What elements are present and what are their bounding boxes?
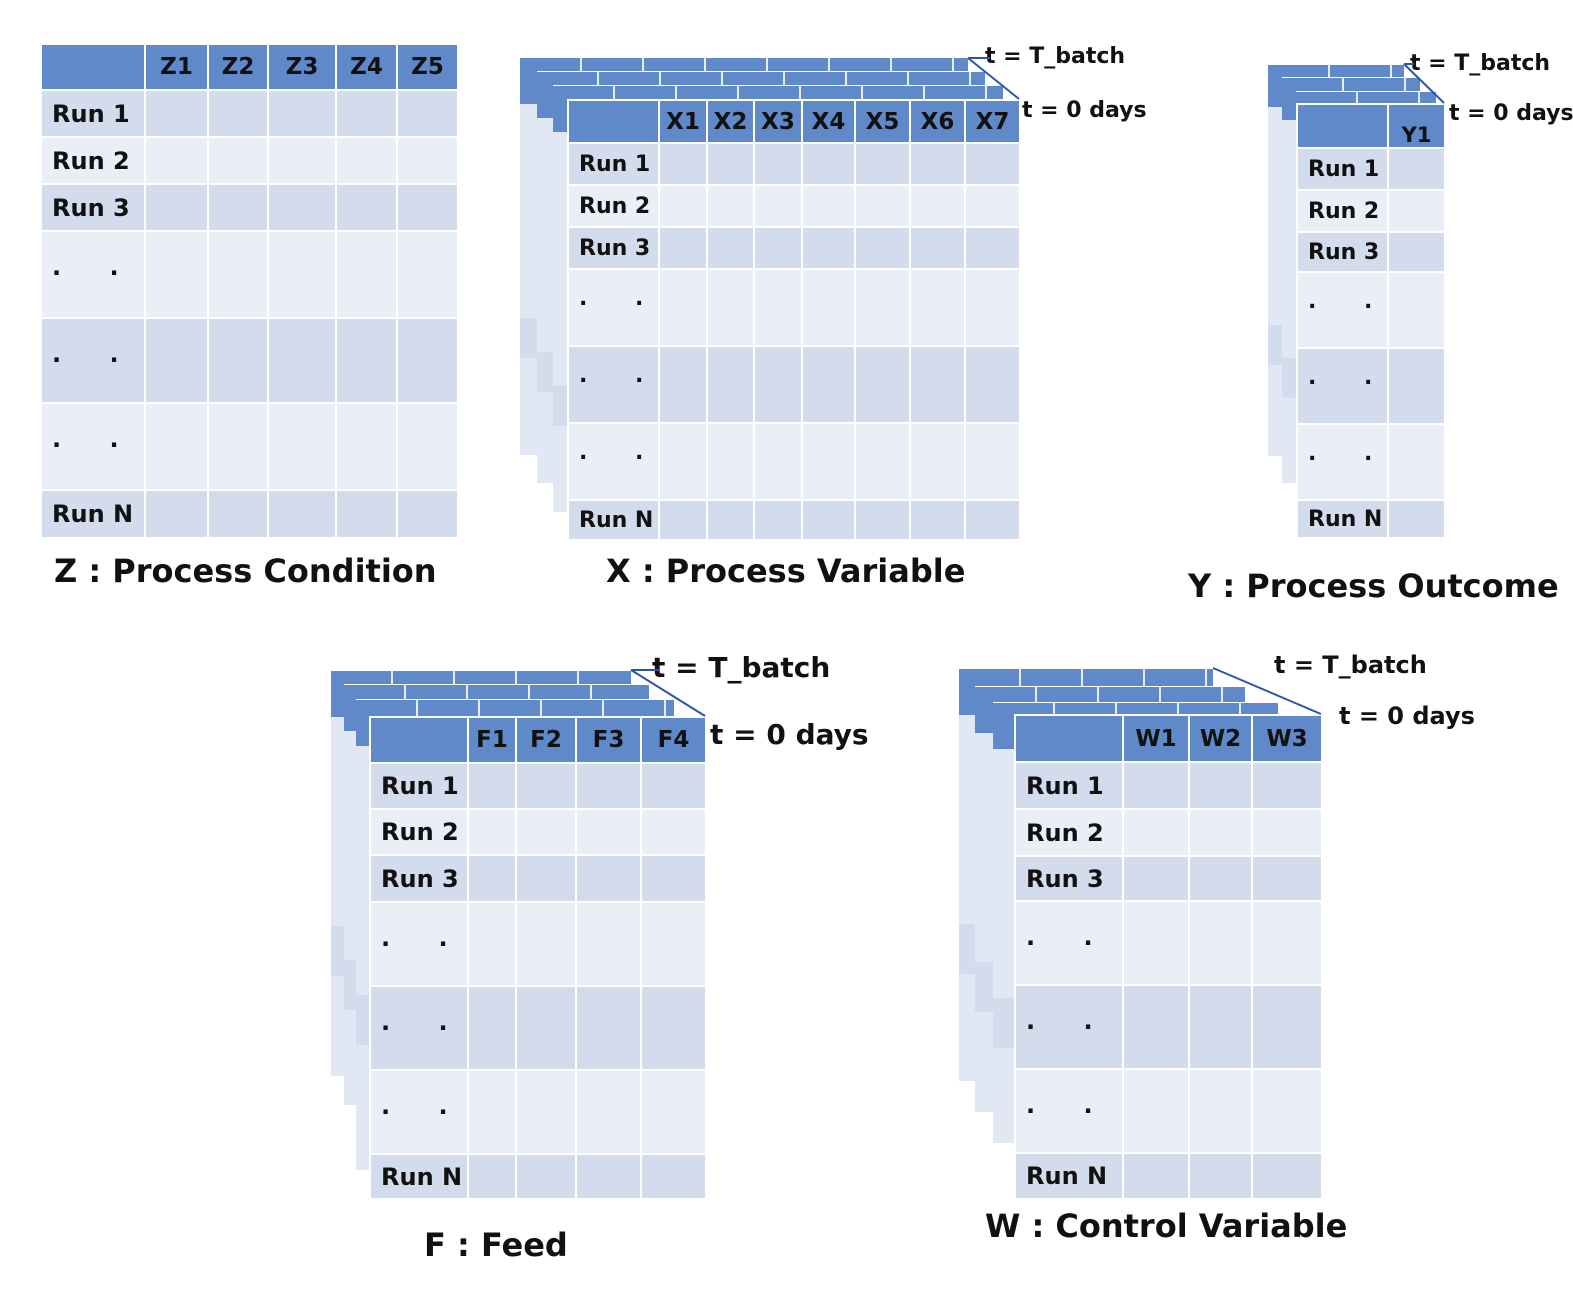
f-time-connector xyxy=(631,670,705,716)
y-time-connector xyxy=(1404,64,1444,103)
w-time-connector xyxy=(1213,668,1321,714)
x-time-connector xyxy=(968,58,1019,99)
